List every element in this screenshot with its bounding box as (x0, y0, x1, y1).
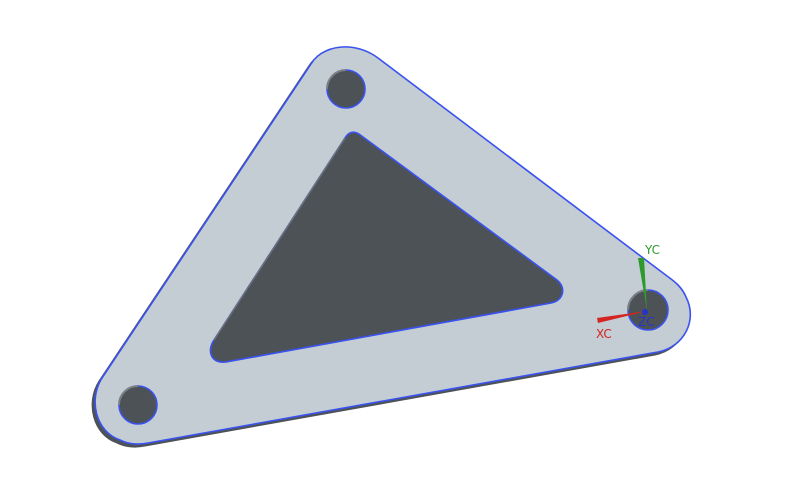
z-axis-label: ZC (638, 315, 655, 329)
csys-triad[interactable]: YC XC ZC (596, 243, 660, 341)
x-axis-arrow (597, 311, 647, 323)
y-axis-arrow (638, 258, 647, 311)
hole-shading (118, 69, 649, 406)
y-axis-label: YC (644, 243, 660, 257)
x-axis-label: XC (596, 327, 612, 341)
origin-icon (642, 309, 648, 315)
bracket-part[interactable] (91, 46, 691, 448)
